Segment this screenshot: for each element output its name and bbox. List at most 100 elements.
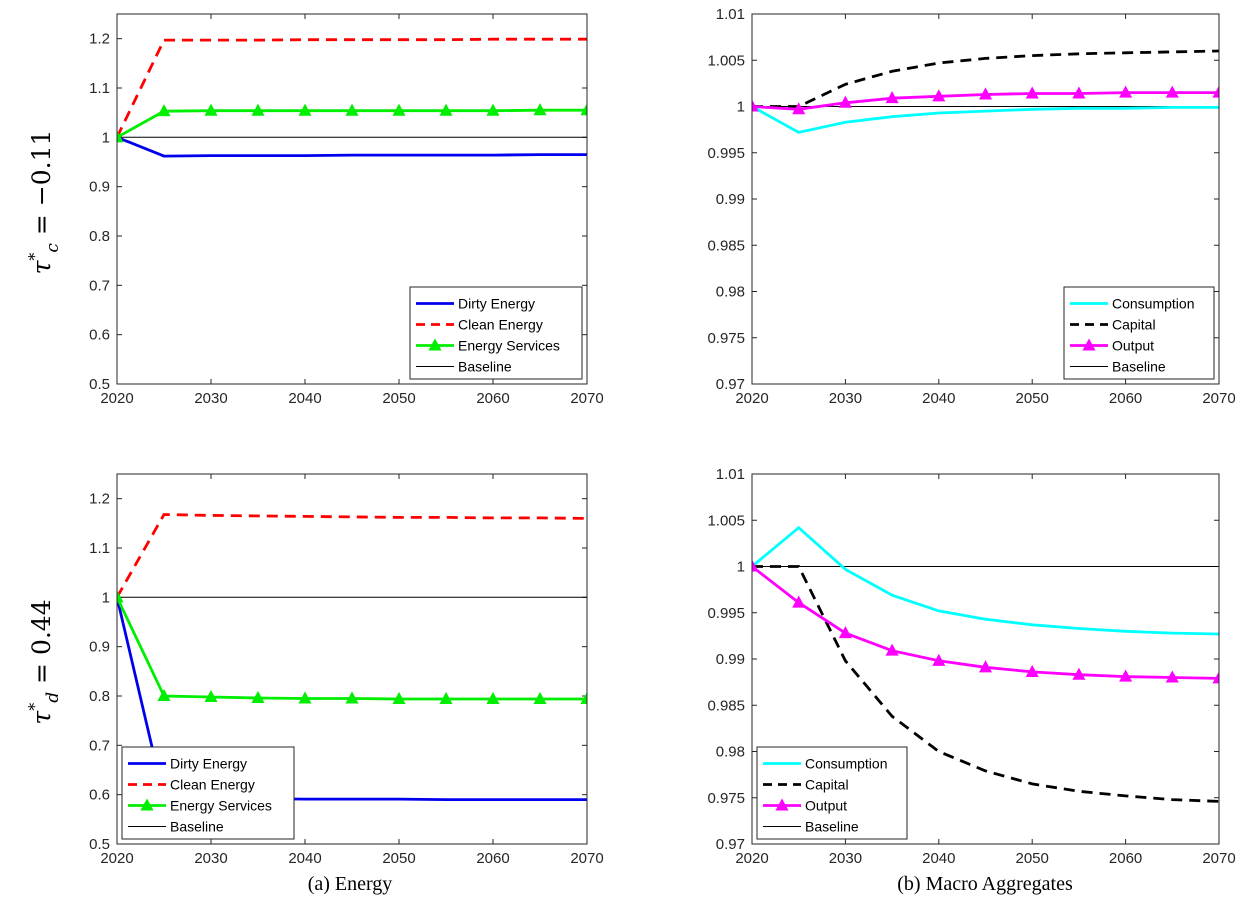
legend-label-baseline: Baseline [458, 359, 512, 375]
legend: Consumption Capital Output Baseline [756, 746, 908, 840]
x-tick-label: 2040 [288, 850, 321, 867]
y-tick-label: 0.9 [89, 639, 110, 656]
x-tick-label: 2030 [194, 850, 227, 867]
legend-marker-output [775, 798, 789, 811]
legend-label-consumption: Consumption [805, 756, 888, 772]
y-tick-label: 0.985 [707, 697, 745, 714]
series-marker-output [1212, 85, 1219, 98]
series-marker-services [486, 103, 500, 116]
legend-label-services: Energy Services [458, 338, 560, 354]
legend-label-baseline: Baseline [805, 819, 859, 835]
legend-label-dirty: Dirty Energy [170, 756, 247, 772]
chart-macro-top: 0.97 0.975 0.98 0.985 0.99 0.995 1 1.005 1.01 202… [707, 6, 1235, 407]
y-tick-label: 1.005 [707, 52, 745, 69]
axes-box [116, 473, 588, 845]
series-marker-output [838, 95, 852, 108]
x-tick-label: 2030 [829, 850, 862, 867]
caption-macro: (b) Macro Aggregates [897, 873, 1073, 895]
legend-label-services: Energy Services [170, 798, 272, 814]
y-tick-label: 0.97 [716, 836, 745, 853]
series-marker-services [533, 691, 547, 704]
series-marker-output [978, 660, 993, 673]
y-tick-label: 0.98 [716, 284, 745, 301]
x-tick-label: 2020 [735, 850, 768, 867]
legend-label-output: Output [1112, 338, 1154, 354]
series-marker-services [298, 691, 312, 704]
y-tick-label: 0.5 [89, 836, 110, 853]
series-marker-services [345, 103, 359, 116]
series-line-capital [752, 565, 1219, 803]
series-marker-services [439, 103, 453, 116]
series-marker-output [932, 89, 946, 102]
series-marker-output [752, 99, 759, 112]
series-marker-output [1072, 667, 1086, 680]
series-marker-output [752, 559, 759, 572]
series-marker-services [157, 104, 171, 117]
legend-marker-services [140, 798, 154, 811]
x-tick-label: 2060 [1109, 850, 1142, 867]
y-tick-label: 0.97 [716, 376, 745, 393]
x-tick-label: 2070 [570, 390, 603, 407]
series-marker-output [1165, 85, 1179, 98]
legend-label-consumption: Consumption [1112, 296, 1195, 312]
y-tick-label: 0.99 [716, 651, 745, 668]
y-tick-label: 1 [737, 559, 745, 576]
x-tick-label: 2050 [382, 390, 415, 407]
series-marker-services [392, 691, 406, 704]
row-label-bottom: τ*d = 0.44 [25, 599, 63, 724]
series-marker-output [885, 91, 899, 104]
row-label-top: τ*c = −0.11 [25, 130, 63, 275]
y-tick-label: 1.1 [89, 80, 110, 97]
x-tick-label: 2020 [100, 850, 133, 867]
y-tick-label: 0.975 [707, 330, 745, 347]
series-marker-services [392, 103, 406, 116]
series-marker-services [251, 103, 265, 116]
y-tick-label: 0.9 [89, 179, 110, 196]
series-marker-services [117, 590, 124, 603]
legend-label-baseline: Baseline [170, 819, 224, 835]
legend: Dirty Energy Clean Energy Energy Services B… [409, 286, 583, 380]
series-marker-output [1165, 670, 1179, 683]
series-marker-services [298, 103, 312, 116]
series-marker-output [1119, 669, 1133, 682]
series-marker-services [204, 103, 218, 116]
x-tick-label: 2050 [382, 850, 415, 867]
axes-box [751, 473, 1220, 845]
series-marker-output [792, 595, 806, 608]
series-marker-output [932, 653, 946, 666]
series-marker-output [1025, 86, 1039, 99]
series-marker-services [157, 688, 171, 701]
x-tick-label: 2050 [1016, 390, 1049, 407]
chart-panels: 0.5 0.6 0.7 0.8 0.9 1 1.1 1.2 2020 2030 2040 2050 20… [89, 6, 1236, 867]
series-marker-services [533, 103, 547, 116]
series-line-capital [752, 49, 1219, 108]
legend-label-dirty: Dirty Energy [458, 296, 535, 312]
legend-label-clean: Clean Energy [458, 317, 543, 333]
y-tick-label: 1.005 [707, 512, 745, 529]
chart-energy-bottom: 0.5 0.6 0.7 0.8 0.9 1 1.1 1.2 2020 2030 2040 2050 20… [89, 473, 604, 867]
y-tick-label: 1.2 [89, 491, 110, 508]
y-tick-label: 0.6 [89, 787, 110, 804]
x-tick-label: 2040 [288, 390, 321, 407]
series-marker-output [1212, 671, 1219, 684]
series-marker-services [486, 691, 500, 704]
x-tick-label: 2020 [735, 390, 768, 407]
y-tick-label: 1.01 [716, 6, 745, 23]
y-tick-label: 1.01 [716, 466, 745, 483]
y-tick-label: 0.98 [716, 744, 745, 761]
y-tick-label: 0.7 [89, 737, 110, 754]
series-marker-services [117, 130, 124, 143]
series-line-consumption [752, 105, 1219, 134]
series-marker-output [978, 87, 993, 100]
series-marker-services [580, 691, 587, 704]
series-marker-services [345, 691, 359, 704]
y-tick-label: 0.5 [89, 376, 110, 393]
y-tick-label: 0.7 [89, 277, 110, 294]
series-marker-output [792, 102, 806, 115]
x-tick-label: 2050 [1016, 850, 1049, 867]
x-tick-label: 2060 [1109, 390, 1142, 407]
y-tick-label: 0.8 [89, 688, 110, 705]
y-tick-label: 0.8 [89, 228, 110, 245]
chart-macro-bottom: 0.97 0.975 0.98 0.985 0.99 0.995 1 1.005 1.01 202… [707, 466, 1235, 867]
series-line-dirty [117, 136, 587, 158]
